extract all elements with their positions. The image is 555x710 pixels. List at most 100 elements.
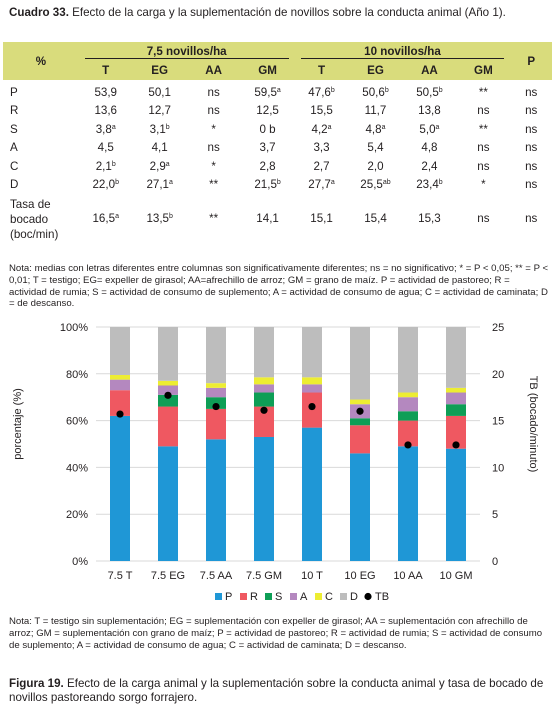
table-cell: 11,7 (349, 102, 403, 121)
table-cell: * (187, 157, 241, 176)
chart-legend: P R S A C D TB (215, 591, 389, 603)
stacked-bar-chart: 0% 20% 40% 60% 80% 100% 0 5 10 15 20 25 7.5 T 7.5 EG 7… (12, 322, 539, 603)
cell-value: ns (207, 104, 220, 118)
chart-bars (110, 327, 466, 561)
cell-value: 2,7 (313, 159, 330, 173)
table-cell: ns (187, 102, 241, 121)
y-tick-label: 20% (66, 509, 88, 521)
bar-segment-d (110, 327, 130, 375)
cell-value: 25,5 (360, 178, 383, 192)
legend-label: A (300, 591, 308, 603)
y-tick-label: 0% (72, 556, 88, 568)
cell-value: ns (477, 211, 490, 225)
cell-value: ** (209, 211, 219, 225)
cell-value: 2,8 (259, 159, 276, 173)
legend-swatch-d (340, 593, 347, 600)
legend-swatch-tb (364, 592, 372, 601)
table-cell: ** (187, 194, 241, 242)
table-cell: ** (456, 80, 510, 102)
x-tick-label: 10 T (301, 570, 323, 582)
cell-value: 47,6 (308, 85, 331, 99)
tb-points (116, 391, 460, 449)
subcol-header: GM (258, 64, 277, 77)
bar-segment-d (302, 327, 322, 378)
cell-letter: a (435, 123, 440, 131)
cell-value: 14,1 (256, 211, 279, 225)
group-7-5-label: 7,5 novillos/ha (84, 45, 289, 59)
legend-label: P (225, 591, 232, 603)
bar-segment-a (446, 392, 466, 405)
group-header-10: 10 novillos/ha (295, 42, 511, 61)
group-header-7-5: 7,5 novillos/ha (79, 42, 295, 61)
row-label: Tasa de bocado (boc/min) (10, 198, 59, 241)
table-cell: 4,8a (349, 120, 403, 139)
table-cell: 2,4 (402, 157, 456, 176)
bar-segment-r (110, 390, 130, 416)
p-cell: ns (525, 85, 538, 99)
cell-value: 4,1 (151, 141, 168, 155)
bar-segment-d (446, 327, 466, 388)
cell-letter: a (115, 212, 119, 220)
y-axis-label: porcentaje (%) (12, 388, 24, 460)
cell-letter: b (330, 86, 335, 94)
cell-value: 4,5 (97, 141, 114, 155)
y-tick-label: 40% (66, 462, 88, 474)
table-row: R 13,6 12,7 ns 12,5 15,5 11,7 13,8 ns ns (3, 102, 552, 121)
y2-tick-label: 25 (492, 322, 504, 334)
legend-swatch-c (315, 593, 322, 600)
bar-segment-c (446, 387, 466, 393)
row-label: D (10, 178, 19, 192)
cell-letter: b (276, 179, 281, 187)
table-cell: 23,4b (402, 176, 456, 195)
table-cell: 15,3 (402, 194, 456, 242)
table-cell: ns (456, 194, 510, 242)
figure-caption-text: Efecto de la carga animal y la suplement… (9, 677, 544, 704)
table-cell: 47,6b (295, 80, 349, 102)
bar-segment-d (350, 327, 370, 400)
bar-segment-a (398, 397, 418, 412)
cell-value: 15,3 (418, 211, 441, 225)
cell-value: 13,5 (146, 211, 170, 225)
row-label: C (10, 159, 19, 173)
x-tick-label: 10 AA (393, 570, 423, 582)
figure-caption: Figura 19. Efecto de la carga animal y l… (9, 677, 549, 705)
cell-value: ** (478, 122, 488, 136)
cell-value: 21,5 (254, 178, 277, 192)
tb-point (116, 410, 124, 418)
tb-point (164, 391, 172, 399)
subcol-header: EG (367, 64, 384, 77)
x-tick-label: 10 GM (439, 570, 472, 582)
table-body: P 53,9 50,1 ns 59,5a 47,6b 50,6b 50,5b ** ns R 13,6… (3, 80, 552, 242)
cell-value: 2,0 (367, 159, 384, 173)
cell-value: 4,2 (311, 122, 328, 136)
figure-note: Nota: T = testigo sin suplementación; EG… (9, 616, 543, 651)
cell-letter: a (330, 179, 335, 187)
legend-label: D (350, 591, 358, 603)
subcol-header: GM (474, 64, 493, 77)
cell-value: 53,9 (94, 85, 118, 99)
bar-segment-c (350, 399, 370, 405)
table-cell: 5,0a (402, 120, 456, 139)
cell-letter: b (384, 86, 389, 94)
cell-value: * (211, 122, 216, 136)
table-cell: 3,1b (133, 120, 187, 139)
cell-value: 22,0 (92, 178, 116, 192)
table-row: C 2,1b 2,9a * 2,8 2,7 2,0 2,4 ns ns (3, 157, 552, 176)
bar-segment-r (398, 420, 418, 447)
chart-axes: 0% 20% 40% 60% 80% 100% 0 5 10 15 20 25 7.5 T 7.5 EG 7… (60, 322, 504, 582)
cell-value: 13,6 (94, 104, 118, 118)
tb-point (356, 407, 364, 415)
cell-value: 50,1 (148, 85, 171, 99)
cell-value: * (211, 159, 216, 173)
table-cell: 3,3 (295, 139, 349, 158)
table-row: D 22,0b 27,1a ** 21,5b 27,7a 25,5ab 23,4b * ns (3, 176, 552, 195)
cell-letter: b (115, 179, 119, 187)
cell-letter: a (165, 160, 170, 168)
cell-value: 50,6 (362, 85, 385, 99)
bar-segment-d (398, 327, 418, 393)
group-10-label: 10 novillos/ha (300, 45, 505, 59)
cell-value: 2,9 (149, 159, 166, 173)
bar-segment-s (398, 411, 418, 421)
bar-segment-s (350, 418, 370, 426)
p-cell: ns (525, 159, 538, 173)
